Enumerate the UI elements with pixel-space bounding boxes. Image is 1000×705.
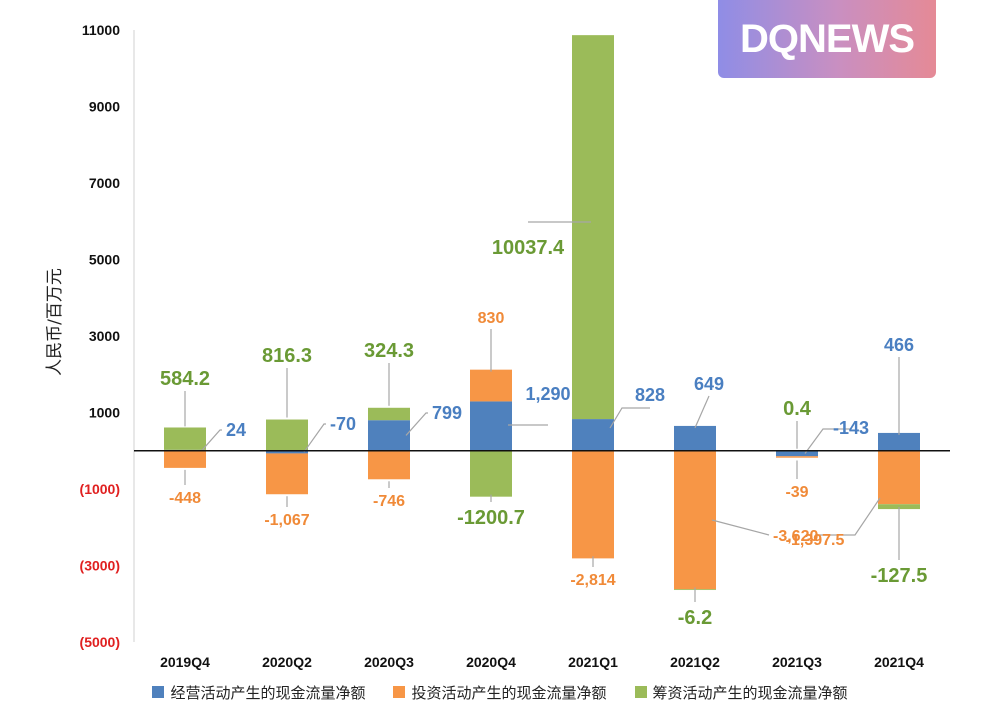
bar-segment: [164, 450, 206, 468]
bar-segment: [266, 419, 308, 451]
leader-line: [711, 519, 770, 536]
bar-segment: [368, 407, 410, 421]
bar-segment: [572, 450, 614, 559]
x-tick-label: 2021Q4: [874, 654, 924, 670]
dqnews-logo: DQNEWS: [718, 0, 936, 78]
data-label: 799: [432, 403, 462, 423]
leader-line: [609, 407, 650, 429]
chart-legend: 经营活动产生的现金流量净额 投资活动产生的现金流量净额 筹资活动产生的现金流量净…: [0, 680, 1000, 704]
legend-item-operating: 经营活动产生的现金流量净额: [152, 682, 365, 703]
x-tick-label: 2021Q2: [670, 654, 720, 670]
bar-segment: [878, 450, 920, 505]
y-tick-label: 3000: [89, 328, 120, 344]
y-tick-label: 5000: [89, 252, 120, 268]
leader-line: [201, 429, 222, 451]
bar-segment: [878, 432, 920, 451]
data-label: -448: [169, 490, 201, 507]
bar-segment: [266, 450, 308, 454]
legend-swatch-financing: [634, 686, 647, 698]
leader-line: [405, 412, 428, 436]
y-tick-label: (1000): [80, 481, 120, 497]
y-tick-label: 7000: [89, 175, 120, 191]
data-label: -2,814: [570, 572, 615, 589]
bar-segment: [368, 420, 410, 451]
data-label: -1200.7: [457, 507, 525, 529]
x-tick-label: 2021Q3: [772, 654, 822, 670]
x-tick-label: 2021Q1: [568, 654, 618, 670]
y-tick-label: (5000): [80, 634, 120, 650]
data-label: -70: [330, 414, 356, 434]
leader-line: [815, 497, 881, 536]
legend-item-financing: 筹资活动产生的现金流量净额: [634, 682, 848, 703]
data-label: 24: [226, 420, 246, 440]
logo-text: DQNEWS: [740, 16, 915, 61]
data-label: 1,290: [525, 384, 570, 404]
y-tick-label: (3000): [80, 558, 120, 574]
data-label: -1,397.5: [786, 532, 845, 549]
bar-segment: [674, 450, 716, 590]
data-label: 649: [694, 374, 724, 394]
bar-segment: [470, 401, 512, 451]
data-label: 466: [884, 335, 914, 355]
leader-line: [804, 428, 851, 454]
x-tick-label: 2020Q4: [466, 654, 516, 670]
legend-item-investing: 投资活动产生的现金流量净额: [393, 682, 607, 703]
legend-swatch-investing: [393, 686, 406, 698]
data-label: 0.4: [783, 398, 812, 420]
bar-segment: [470, 369, 512, 402]
bar-segment: [776, 450, 818, 457]
x-tick-label: 2020Q2: [262, 654, 312, 670]
bar-segment: [572, 35, 614, 420]
data-label: 584.2: [160, 368, 210, 390]
data-label: 816.3: [262, 345, 312, 367]
bar-segment: [878, 504, 920, 510]
legend-label-operating: 经营活动产生的现金流量净额: [170, 683, 366, 702]
legend-label-financing: 筹资活动产生的现金流量净额: [652, 683, 848, 702]
bar-segment: [776, 456, 818, 458]
data-label: -746: [373, 493, 405, 510]
bar-segment: [164, 427, 206, 450]
bar-segment: [674, 425, 716, 451]
legend-label-investing: 投资活动产生的现金流量净额: [411, 683, 607, 702]
data-label: 830: [478, 310, 505, 327]
data-label: -1,067: [264, 512, 309, 529]
data-label: 324.3: [364, 340, 414, 362]
bar-segment: [572, 419, 614, 451]
data-label: -39: [785, 484, 808, 501]
data-label: -127.5: [871, 565, 928, 587]
data-label: -6.2: [678, 607, 712, 629]
y-tick-label: 9000: [89, 99, 120, 115]
leader-line: [694, 395, 710, 429]
y-tick-label: 11000: [82, 22, 120, 38]
bar-segment: [266, 453, 308, 495]
x-tick-label: 2019Q4: [160, 654, 210, 670]
y-tick-label: 1000: [89, 405, 120, 421]
data-label: 828: [635, 385, 665, 405]
y-axis-title: 人民币/百万元: [45, 268, 65, 376]
legend-swatch-operating: [152, 686, 165, 698]
leader-line: [303, 423, 326, 453]
data-label: 10037.4: [492, 237, 565, 259]
data-label: -3,620: [773, 528, 818, 545]
data-label: -143: [833, 418, 869, 438]
x-tick-label: 2020Q3: [364, 654, 414, 670]
bar-segment: [368, 450, 410, 480]
bar-segment: [470, 450, 512, 497]
